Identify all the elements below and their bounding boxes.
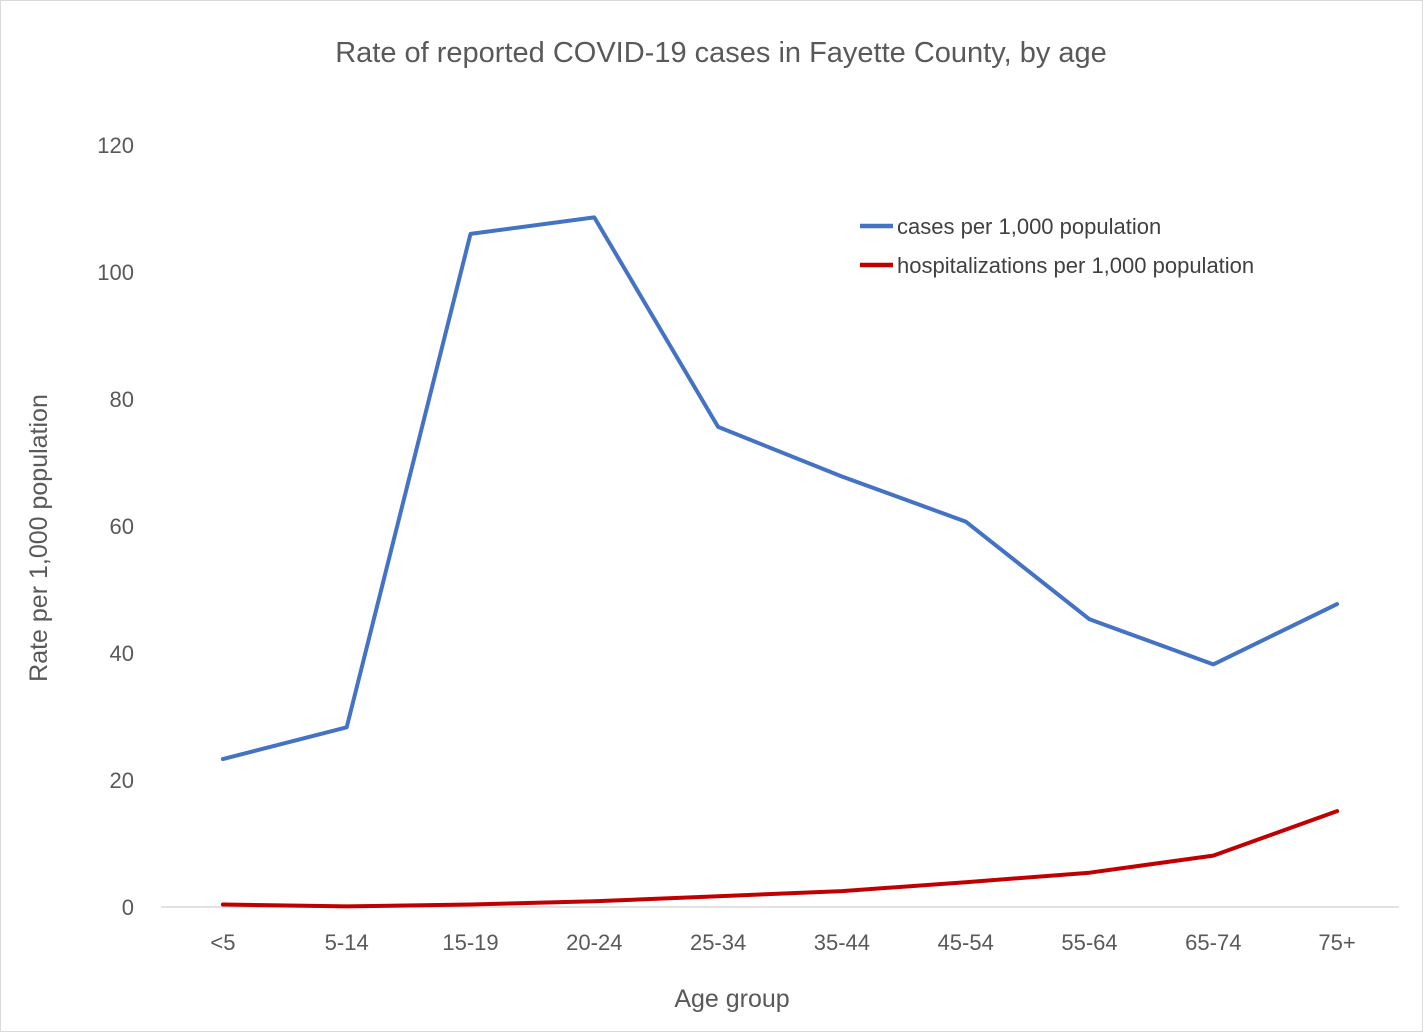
x-tick-labels: <5 5-14 15-19 20-24 25-34 35-44 45-54 55-64 65-7… bbox=[210, 930, 1355, 955]
y-tick-labels: 0 20 40 60 80 100 120 bbox=[97, 133, 134, 920]
hospitalizations-point-9 bbox=[1335, 809, 1339, 813]
y-tick-label: 0 bbox=[122, 895, 134, 920]
cases-point-3 bbox=[592, 215, 596, 219]
y-tick-label: 40 bbox=[110, 641, 134, 666]
y-tick-label: 120 bbox=[97, 133, 134, 158]
cases-point-0 bbox=[221, 757, 225, 761]
hospitalizations-point-7 bbox=[1088, 871, 1091, 875]
hospitalizations-point-6 bbox=[964, 880, 968, 884]
legend-label-hospitalizations: hospitalizations per 1,000 population bbox=[897, 253, 1254, 278]
cases-point-4 bbox=[716, 425, 720, 429]
y-axis-title: Rate per 1,000 population bbox=[25, 394, 53, 682]
x-tick-label: 15-19 bbox=[442, 930, 498, 955]
y-tick-label: 20 bbox=[110, 768, 134, 793]
chart-title: Rate of reported COVID-19 cases in Fayet… bbox=[335, 37, 1107, 69]
hospitalizations-point-0 bbox=[221, 902, 225, 906]
x-tick-label: 35-44 bbox=[814, 930, 870, 955]
x-tick-label: 25-34 bbox=[690, 930, 746, 955]
hospitalizations-point-2 bbox=[469, 902, 472, 906]
x-axis-title: Age group bbox=[674, 985, 789, 1013]
series-line-hospitalizations bbox=[220, 809, 1340, 909]
series-lines bbox=[220, 215, 1340, 909]
x-tick-label: <5 bbox=[210, 930, 235, 955]
cases-point-5 bbox=[840, 474, 844, 478]
cases-point-8 bbox=[1211, 662, 1215, 666]
y-tick-label: 80 bbox=[110, 387, 134, 412]
x-tick-label: 20-24 bbox=[566, 930, 622, 955]
y-tick-label: 60 bbox=[110, 514, 134, 539]
legend: cases per 1,000 population hospitalizati… bbox=[860, 214, 1254, 278]
x-tick-label: 45-54 bbox=[938, 930, 994, 955]
legend-label-cases: cases per 1,000 population bbox=[897, 214, 1161, 239]
hospitalizations-point-5 bbox=[840, 889, 844, 893]
cases-point-7 bbox=[1088, 617, 1091, 621]
x-tick-label: 65-74 bbox=[1185, 930, 1241, 955]
cases-point-2 bbox=[469, 232, 472, 236]
series-line-cases bbox=[220, 215, 1340, 761]
x-tick-label: 75+ bbox=[1318, 930, 1355, 955]
cases-point-6 bbox=[964, 520, 968, 524]
hospitalizations-point-1 bbox=[345, 904, 349, 908]
hospitalizations-point-3 bbox=[592, 899, 596, 903]
y-tick-label: 100 bbox=[97, 260, 134, 285]
cases-point-9 bbox=[1335, 602, 1339, 606]
cases-point-1 bbox=[345, 725, 349, 729]
x-tick-label: 55-64 bbox=[1061, 930, 1117, 955]
x-tick-label: 5-14 bbox=[325, 930, 369, 955]
hospitalizations-point-8 bbox=[1211, 854, 1215, 858]
hospitalizations-point-4 bbox=[716, 894, 720, 898]
